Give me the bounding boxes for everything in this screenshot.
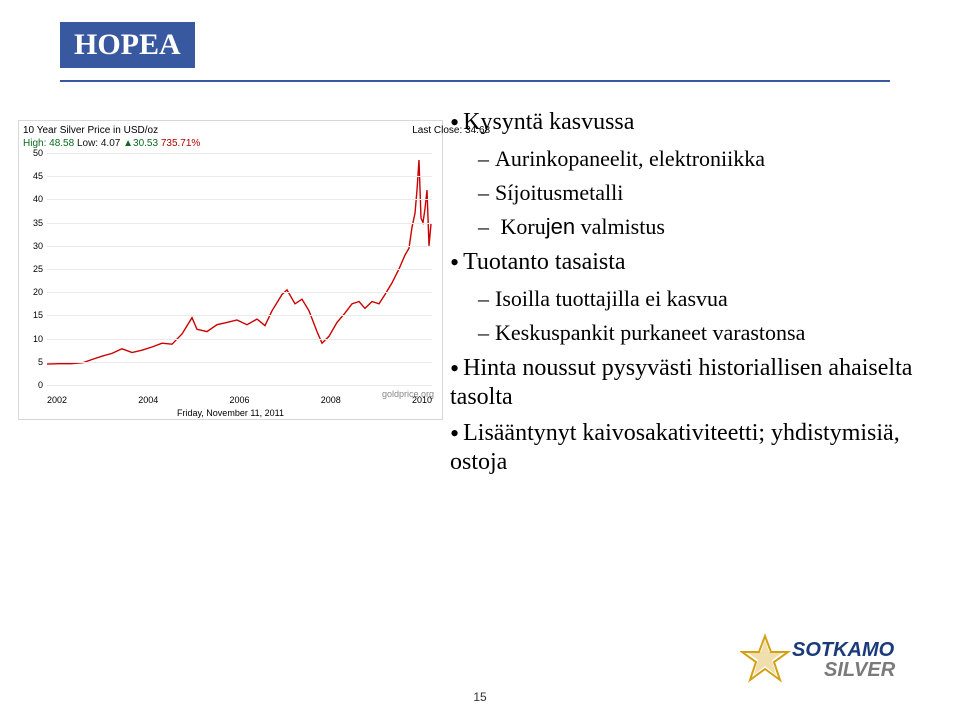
logo-text-top: SOTKAMO [792, 639, 895, 661]
bullet-production: Tuotanto tasaista [450, 248, 940, 278]
chart-y-tick: 35 [23, 218, 43, 228]
chart-y-tick: 20 [23, 287, 43, 297]
chart-date-footer: Friday, November 11, 2011 [19, 408, 442, 418]
chart-price-line [47, 160, 431, 364]
chart-up-triangle-icon: ▲ [123, 138, 133, 149]
chart-gridline [47, 362, 432, 363]
bullet-jewelry-part2: jen [546, 214, 575, 239]
chart-gridline [47, 339, 432, 340]
chart-delta-pct: 735.71% [161, 138, 200, 149]
chart-gridline [47, 246, 432, 247]
chart-gridline [47, 385, 432, 386]
chart-high-value: 48.58 [49, 138, 74, 149]
chart-x-axis: 2002 2004 2006 2008 2010 [47, 395, 432, 405]
sotkamo-silver-logo: SOTKAMO SILVER [740, 628, 920, 692]
chart-x-tick: 2006 [229, 395, 249, 405]
chart-gridline [47, 315, 432, 316]
bullet-price: Hinta noussut pysyvästi historiallisen a… [450, 354, 940, 411]
bullet-jewelry-part3: valmistus [575, 214, 665, 239]
chart-delta-abs: 30.53 [133, 138, 158, 149]
chart-y-tick: 0 [23, 380, 43, 390]
slide-title: HOPEA [60, 22, 195, 68]
bullet-production-big: Isoilla tuottajilla ei kasvua [498, 286, 940, 312]
chart-x-tick: 2008 [321, 395, 341, 405]
chart-subhead: High: 48.58 Low: 4.07 ▲30.53 735.71% [23, 138, 200, 149]
chart-low-label: Low: [77, 138, 98, 149]
page-number: 15 [0, 690, 960, 704]
chart-title: 10 Year Silver Price in USD/oz Last Clos… [23, 125, 158, 136]
chart-y-tick: 30 [23, 241, 43, 251]
chart-low-value: 4.07 [101, 138, 120, 149]
chart-gridline [47, 153, 432, 154]
chart-title-text: 10 Year Silver Price in USD/oz [23, 125, 158, 136]
chart-x-tick: 2004 [138, 395, 158, 405]
chart-gridline [47, 269, 432, 270]
bullet-demand-jewelry: Korujen valmistus [498, 214, 940, 240]
title-underline [60, 80, 890, 82]
chart-gridline [47, 176, 432, 177]
bullet-jewelry-part1: Koru [501, 214, 546, 239]
bullet-demand-investment: Síjoitusmetalli [498, 180, 940, 206]
bullet-production-centralbanks: Keskuspankit purkaneet varastonsa [498, 320, 940, 346]
chart-y-tick: 10 [23, 334, 43, 344]
chart-y-tick: 45 [23, 171, 43, 181]
chart-x-tick: 2002 [47, 395, 67, 405]
logo-text-bottom: SILVER [824, 659, 896, 681]
chart-y-tick: 15 [23, 310, 43, 320]
chart-plot-area: 50454035302520151050 [47, 153, 432, 385]
chart-y-tick: 5 [23, 357, 43, 367]
logo-star-icon [742, 636, 788, 680]
chart-y-tick: 50 [23, 148, 43, 158]
chart-y-tick: 25 [23, 264, 43, 274]
chart-gridline [47, 223, 432, 224]
bullet-activity: Lisääntynyt kaivosakativiteetti; yhdisty… [450, 419, 940, 476]
bullet-demand-solar: Aurinkopaneelit, elektroniikka [498, 146, 940, 172]
chart-y-tick: 40 [23, 194, 43, 204]
bullet-demand: Kysyntä kasvussa [450, 108, 940, 138]
chart-x-tick: 2010 [412, 395, 432, 405]
chart-gridline [47, 292, 432, 293]
chart-gridline [47, 199, 432, 200]
bullet-list: Kysyntä kasvussa Aurinkopaneelit, elektr… [450, 108, 940, 484]
silver-price-chart: 10 Year Silver Price in USD/oz Last Clos… [18, 120, 443, 420]
